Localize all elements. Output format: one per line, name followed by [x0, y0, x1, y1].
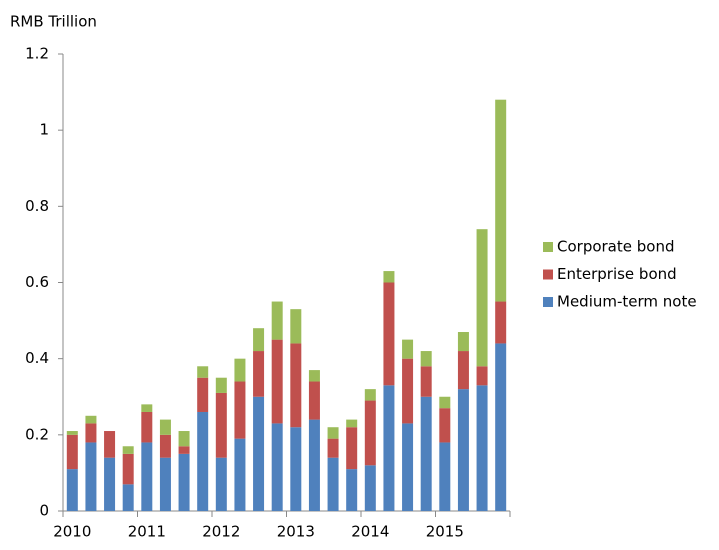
bar-segment	[439, 396, 451, 409]
bar-segment	[327, 438, 339, 458]
bar-segment	[215, 377, 227, 393]
bar-segment	[346, 469, 358, 511]
y-tick-label: 0.4	[25, 349, 49, 367]
y-tick-label: 0	[39, 502, 49, 520]
x-tick-label: 2010	[53, 523, 91, 541]
bar-segment	[402, 358, 414, 424]
bar-segment	[178, 453, 190, 511]
bar-segment	[308, 370, 320, 382]
y-tick-label: 1	[39, 121, 49, 139]
bar-segment	[253, 351, 265, 397]
bar-segment	[66, 431, 78, 435]
bar-segment	[402, 423, 414, 511]
bar-segment	[85, 442, 97, 511]
bar-segment	[383, 271, 395, 283]
bar-segment	[346, 427, 358, 470]
bar-segment	[346, 419, 358, 428]
bar-segment	[122, 446, 134, 454]
bar-segment	[215, 392, 227, 458]
bar-segment	[159, 419, 171, 435]
bar-segment	[457, 332, 469, 352]
bar-segment	[290, 309, 302, 344]
bar-segment	[290, 427, 302, 511]
bar-segment	[383, 385, 395, 511]
bar-segment	[85, 415, 97, 424]
bar-segment	[104, 457, 116, 511]
x-tick-label: 2012	[202, 523, 240, 541]
bar-segment	[383, 282, 395, 386]
bar-segment	[66, 434, 78, 470]
bar-segment	[85, 423, 97, 443]
bar-segment	[141, 404, 153, 412]
bar-segment	[159, 457, 171, 511]
legend-label: Enterprise bond	[557, 265, 677, 283]
x-tick-label: 2013	[277, 523, 315, 541]
legend-swatch	[543, 297, 553, 307]
bar-segment	[476, 385, 488, 511]
bar-segment	[327, 457, 339, 511]
bar-segment	[234, 358, 246, 382]
bar-segment	[457, 351, 469, 390]
bar-segment	[495, 301, 507, 344]
bar-segment	[364, 389, 376, 401]
bar-segment	[420, 396, 432, 511]
bar-segment	[159, 434, 171, 458]
bar-segment	[66, 469, 78, 511]
bar-segment	[104, 431, 116, 458]
bar-segment	[402, 339, 414, 359]
bar-segment	[308, 381, 320, 420]
legend-swatch	[543, 269, 553, 280]
legend-swatch	[543, 242, 553, 252]
bar-segment	[122, 453, 134, 485]
y-tick-label: 0.2	[25, 425, 49, 443]
bar-segment	[420, 351, 432, 367]
bar-segment	[234, 438, 246, 511]
y-tick-label: 0.8	[25, 197, 49, 215]
bar-segment	[476, 229, 488, 367]
bar-segment	[122, 484, 134, 511]
bar-segment	[364, 400, 376, 466]
bar-segment	[271, 301, 283, 340]
legend-label: Medium-term note	[557, 293, 697, 311]
bar-segment	[495, 99, 507, 302]
x-tick-label: 2015	[426, 523, 464, 541]
bar-segment	[457, 389, 469, 511]
bar-segment	[178, 431, 190, 447]
bar-segment	[439, 408, 451, 443]
bar-segment	[197, 377, 209, 412]
bar-segment	[476, 366, 488, 386]
bar-segment	[271, 423, 283, 511]
legend-label: Corporate bond	[557, 238, 674, 256]
bar-segment	[290, 343, 302, 428]
bar-segment	[495, 343, 507, 511]
bar-segment	[178, 446, 190, 454]
bar-segment	[234, 381, 246, 439]
bar-segment	[197, 411, 209, 511]
bar-segment	[439, 442, 451, 511]
bar-segment	[215, 457, 227, 511]
bar-segment	[253, 396, 265, 511]
y-tick-label: 0.6	[25, 273, 49, 291]
bar-segment	[141, 442, 153, 511]
bar-segment	[197, 366, 209, 378]
bar-segment	[141, 411, 153, 443]
y-tick-label: 1.2	[25, 45, 49, 63]
bar-segment	[253, 328, 265, 352]
bar-segment	[327, 427, 339, 439]
bar-segment	[364, 465, 376, 511]
bar-segment	[308, 419, 320, 511]
bar-segment	[420, 366, 432, 397]
x-tick-label: 2011	[128, 523, 166, 541]
x-tick-label: 2014	[351, 523, 389, 541]
y-axis-title: RMB Trillion	[10, 13, 97, 31]
bar-segment	[271, 339, 283, 424]
